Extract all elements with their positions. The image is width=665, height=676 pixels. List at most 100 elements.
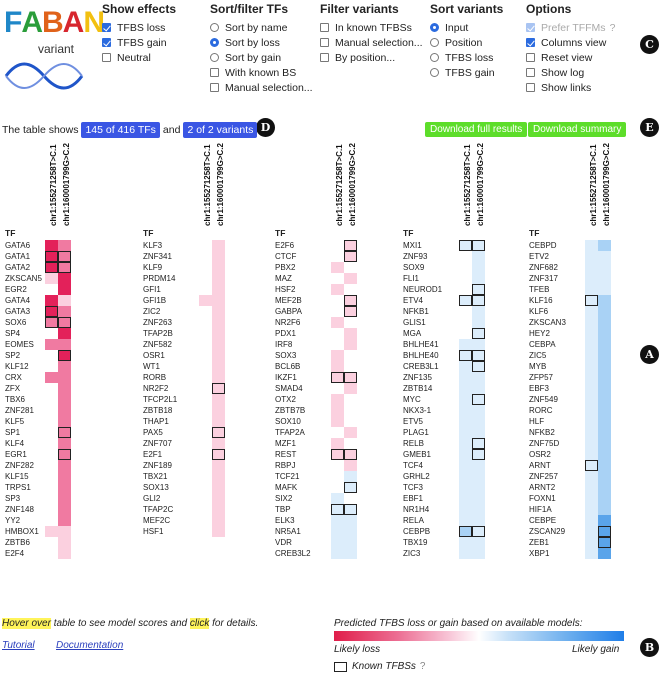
score-cell[interactable] bbox=[598, 251, 611, 262]
score-cell[interactable] bbox=[585, 350, 598, 361]
tf-count-badge[interactable]: 145 of 416 TFs bbox=[81, 122, 160, 138]
tf-name[interactable]: BCL6B bbox=[275, 362, 301, 371]
tf-name[interactable]: CEBPE bbox=[529, 516, 557, 525]
option-position[interactable]: Position bbox=[430, 35, 503, 50]
score-cell[interactable] bbox=[598, 394, 611, 405]
tf-name[interactable]: MXI1 bbox=[403, 241, 422, 250]
tf-name[interactable]: ZNF189 bbox=[143, 461, 172, 470]
tf-name[interactable]: ZBTB14 bbox=[403, 384, 433, 393]
tf-name[interactable]: IKZF1 bbox=[275, 373, 297, 382]
score-cell[interactable] bbox=[199, 416, 212, 427]
tf-name[interactable]: ZSCAN29 bbox=[529, 527, 566, 536]
score-cell[interactable] bbox=[212, 493, 225, 504]
score-cell[interactable] bbox=[58, 515, 71, 526]
score-cell[interactable] bbox=[45, 438, 58, 449]
score-cell[interactable] bbox=[459, 350, 472, 361]
tf-name[interactable]: CRX bbox=[5, 373, 22, 382]
score-cell[interactable] bbox=[199, 262, 212, 273]
option-tfbs-gain[interactable]: TFBS gain bbox=[430, 65, 503, 80]
score-cell[interactable] bbox=[331, 537, 344, 548]
checkbox-manual-selection[interactable] bbox=[320, 38, 329, 47]
score-cell[interactable] bbox=[459, 361, 472, 372]
tf-name[interactable]: TBX21 bbox=[143, 472, 168, 481]
score-cell[interactable] bbox=[331, 284, 344, 295]
tf-name[interactable]: MGA bbox=[403, 329, 422, 338]
score-cell[interactable] bbox=[585, 317, 598, 328]
tf-name[interactable]: RELA bbox=[403, 516, 424, 525]
score-cell[interactable] bbox=[58, 405, 71, 416]
score-cell[interactable] bbox=[45, 284, 58, 295]
score-cell[interactable] bbox=[598, 449, 611, 460]
tf-name[interactable]: ZNF257 bbox=[529, 472, 558, 481]
option-sort-by-loss[interactable]: Sort by loss bbox=[210, 35, 313, 50]
score-cell[interactable] bbox=[45, 251, 58, 262]
tf-name[interactable]: KLF6 bbox=[529, 307, 549, 316]
score-cell[interactable] bbox=[331, 262, 344, 273]
score-cell[interactable] bbox=[472, 317, 485, 328]
tf-name[interactable]: MZF1 bbox=[275, 439, 296, 448]
score-cell[interactable] bbox=[585, 328, 598, 339]
score-cell[interactable] bbox=[199, 317, 212, 328]
tf-name[interactable]: SOX3 bbox=[275, 351, 297, 360]
tf-name[interactable]: ZBTB6 bbox=[5, 538, 30, 547]
score-cell[interactable] bbox=[459, 306, 472, 317]
score-cell[interactable] bbox=[45, 317, 58, 328]
score-cell[interactable] bbox=[585, 361, 598, 372]
tf-name[interactable]: ZNF707 bbox=[143, 439, 172, 448]
score-cell[interactable] bbox=[212, 394, 225, 405]
score-cell[interactable] bbox=[199, 438, 212, 449]
tf-name[interactable]: ZNF148 bbox=[5, 505, 34, 514]
score-cell[interactable] bbox=[45, 537, 58, 548]
score-cell[interactable] bbox=[344, 460, 357, 471]
score-cell[interactable] bbox=[598, 350, 611, 361]
score-cell[interactable] bbox=[331, 493, 344, 504]
tf-name[interactable]: OSR1 bbox=[143, 351, 165, 360]
score-cell[interactable] bbox=[199, 273, 212, 284]
option-manual-selection[interactable]: Manual selection... bbox=[210, 80, 313, 95]
tf-name[interactable]: ZNF582 bbox=[143, 340, 172, 349]
tf-name[interactable]: E2F1 bbox=[143, 450, 163, 459]
score-cell[interactable] bbox=[598, 526, 611, 537]
tf-name[interactable]: ZNF682 bbox=[529, 263, 558, 272]
score-cell[interactable] bbox=[585, 515, 598, 526]
score-cell[interactable] bbox=[58, 537, 71, 548]
tf-name[interactable]: BHLHE40 bbox=[403, 351, 439, 360]
score-cell[interactable] bbox=[585, 306, 598, 317]
score-cell[interactable] bbox=[472, 493, 485, 504]
score-cell[interactable] bbox=[199, 526, 212, 537]
score-cell[interactable] bbox=[58, 361, 71, 372]
score-cell[interactable] bbox=[331, 273, 344, 284]
option-manual-selection[interactable]: Manual selection... bbox=[320, 35, 423, 50]
score-cell[interactable] bbox=[585, 273, 598, 284]
tf-name[interactable]: MEF2C bbox=[143, 516, 171, 525]
score-cell[interactable] bbox=[598, 438, 611, 449]
tf-name[interactable]: MAZ bbox=[275, 274, 292, 283]
tf-name[interactable]: FOXN1 bbox=[529, 494, 556, 503]
tf-name[interactable]: ETV2 bbox=[529, 252, 550, 261]
tf-name[interactable]: TFCP2L1 bbox=[143, 395, 178, 404]
tf-name[interactable]: GRHL2 bbox=[403, 472, 430, 481]
score-cell[interactable] bbox=[585, 240, 598, 251]
score-cell[interactable] bbox=[45, 372, 58, 383]
radio-tfbs-gain[interactable] bbox=[430, 68, 439, 77]
score-cell[interactable] bbox=[459, 526, 472, 537]
tf-name[interactable]: SOX13 bbox=[143, 483, 169, 492]
option-prefer-tffms[interactable]: Prefer TFFMs? bbox=[526, 20, 615, 35]
documentation-link[interactable]: Documentation bbox=[56, 640, 124, 651]
tf-name[interactable]: ZNF341 bbox=[143, 252, 172, 261]
tf-name[interactable]: WT1 bbox=[143, 362, 160, 371]
score-cell[interactable] bbox=[199, 471, 212, 482]
checkbox-neutral[interactable] bbox=[102, 53, 111, 62]
checkbox-tfbs-gain[interactable] bbox=[102, 38, 111, 47]
score-cell[interactable] bbox=[585, 482, 598, 493]
tf-name[interactable]: GFI1B bbox=[143, 296, 167, 305]
score-cell[interactable] bbox=[45, 383, 58, 394]
score-cell[interactable] bbox=[344, 504, 357, 515]
tf-name[interactable]: PDX1 bbox=[275, 329, 296, 338]
score-cell[interactable] bbox=[472, 449, 485, 460]
tf-name[interactable]: SOX9 bbox=[403, 263, 425, 272]
score-cell[interactable] bbox=[472, 350, 485, 361]
score-cell[interactable] bbox=[585, 416, 598, 427]
score-cell[interactable] bbox=[212, 295, 225, 306]
score-cell[interactable] bbox=[472, 284, 485, 295]
